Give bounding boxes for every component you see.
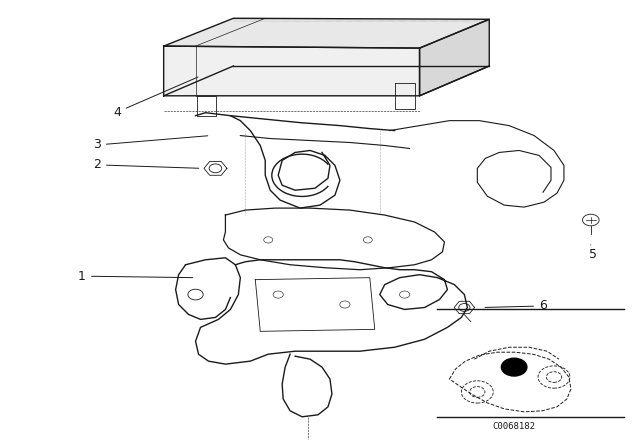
Text: 1: 1 xyxy=(78,270,193,283)
Polygon shape xyxy=(164,18,489,48)
Text: 2: 2 xyxy=(93,158,199,171)
Text: 6: 6 xyxy=(485,299,547,312)
Text: C0068182: C0068182 xyxy=(493,422,536,431)
Text: 3: 3 xyxy=(93,136,208,151)
Text: 5: 5 xyxy=(589,245,597,261)
Circle shape xyxy=(501,358,527,376)
Polygon shape xyxy=(420,19,489,96)
Text: 4: 4 xyxy=(113,77,198,119)
Polygon shape xyxy=(164,46,420,96)
